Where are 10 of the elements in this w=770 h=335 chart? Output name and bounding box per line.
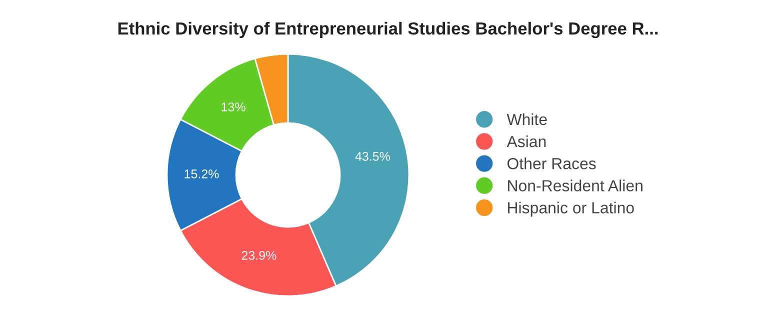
legend-label: Asian [506,135,546,148]
data-label: 43.5% [355,152,390,161]
legend-label: Other Races [507,158,596,170]
legend-label: Non-Resident Alien [508,180,642,192]
chart-title: Ethnic Diversity of Entrepreneurial Studies Bachelor's Degree R... [118,22,658,38]
data-label: 15.2% [184,170,219,178]
legend-label: White [506,113,547,126]
legend-label: Hispanic or Latino [508,202,634,217]
data-label: 23.9% [242,250,276,260]
data-label: 13% [222,102,246,112]
